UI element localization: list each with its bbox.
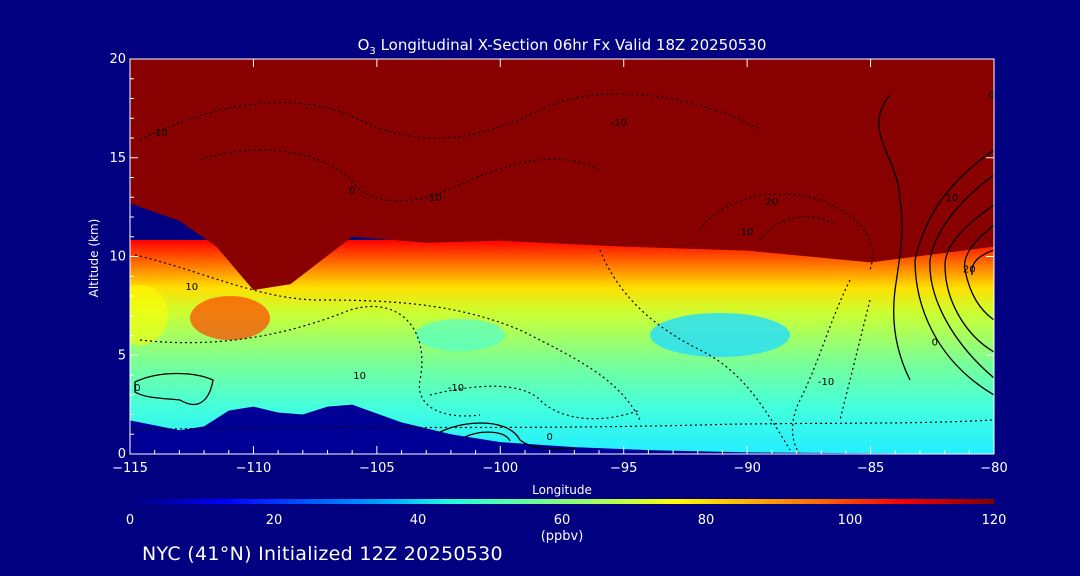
- contour-line: [134, 372, 214, 406]
- x-tick-label: −105: [359, 461, 395, 476]
- colorbar-tick-label: 80: [698, 513, 715, 528]
- dotted-contour-lines: [130, 93, 994, 454]
- contour-line: [599, 249, 791, 451]
- contour-line: [878, 94, 911, 381]
- colorbar-ticks: 0 20 40 60 80 100 120: [126, 513, 1007, 528]
- x-axis-label: Longitude: [532, 483, 592, 497]
- contour-label: 0: [547, 432, 553, 443]
- colorbar-tick-label: 40: [410, 513, 427, 528]
- contour-line: [839, 299, 871, 421]
- colorbar-tick-label: 20: [266, 513, 283, 528]
- y-tick-label: 5: [118, 348, 126, 363]
- x-tick-label: −115: [112, 461, 148, 476]
- contour-label: 20: [963, 264, 976, 275]
- colorbar-tick-label: 60: [554, 513, 571, 528]
- contour-line: [929, 174, 994, 379]
- contour-label: 10: [353, 371, 366, 382]
- contour-line: [139, 93, 761, 141]
- initialization-footer: NYC (41°N) Initialized 12Z 20250530: [142, 543, 503, 565]
- contour-line: [963, 224, 994, 321]
- stratospheric-ozone-region: [130, 59, 994, 291]
- contour-line: [439, 422, 576, 450]
- contour-labels: 0 -10 10 0 -10 10 -10 0 -10 20 10 -10 0 20 10 0: [134, 91, 994, 444]
- y-tick-label: 10: [109, 250, 126, 265]
- low-ozone-patch: [650, 313, 790, 357]
- y-tick-label: 15: [109, 151, 126, 166]
- contour-label: 10: [946, 193, 959, 204]
- x-tick-label: −85: [857, 461, 884, 476]
- low-ozone-patch: [415, 319, 505, 351]
- x-tick-label: −80: [980, 461, 1007, 476]
- contour-line: [464, 431, 511, 442]
- colorbar: [130, 499, 994, 504]
- high-ozone-patch: [130, 285, 168, 345]
- contour-label: 0: [932, 337, 938, 348]
- contour-label: 0: [134, 383, 140, 394]
- contour-label: 10: [185, 282, 198, 293]
- x-tick-label: −100: [482, 461, 518, 476]
- contour-label: -10: [448, 383, 464, 394]
- contour-line: [199, 149, 601, 202]
- x-axis: −115 −110 −105 −100 −95 −90 −85 −80: [112, 59, 1008, 476]
- contour-line: [944, 204, 994, 353]
- contour-label: 10: [741, 227, 754, 238]
- contour-label: -10: [425, 193, 441, 204]
- x-tick-label: −90: [733, 461, 760, 476]
- plot-area: 0 -10 10 0 -10 10 -10 0 -10 20 10 -10 0 20 10 0: [130, 59, 994, 454]
- contour-line: [130, 419, 994, 431]
- high-ozone-patch: [190, 296, 270, 340]
- chart-title: O3 Longitudinal X-Section 06hr Fx Valid …: [358, 36, 767, 57]
- contour-label: -10: [818, 377, 834, 388]
- contour-line: [971, 249, 994, 276]
- y-tick-label: 0: [118, 447, 126, 462]
- contour-label: -10: [151, 128, 167, 139]
- x-tick-label: −110: [236, 461, 272, 476]
- colorbar-tick-label: 100: [838, 513, 863, 528]
- y-tick-label: 20: [109, 52, 126, 67]
- colorbar-unit-label: (ppbv): [541, 529, 584, 544]
- y-axis-label: Altitude (km): [87, 219, 101, 298]
- terrain-mask: [130, 404, 994, 454]
- contour-lines: [134, 94, 994, 450]
- contour-label: 20: [765, 197, 778, 208]
- colorbar-tick-label: 120: [982, 513, 1007, 528]
- x-tick-label: −95: [610, 461, 637, 476]
- y-axis: 0 5 10 15 20: [109, 52, 994, 462]
- contour-label: 0: [988, 91, 994, 102]
- contour-line: [914, 149, 994, 396]
- contour-line: [699, 193, 874, 271]
- contour-label: 0: [349, 185, 355, 196]
- contour-line: [759, 216, 836, 241]
- colorbar-tick-label: 0: [126, 513, 134, 528]
- contour-label: -10: [611, 118, 627, 129]
